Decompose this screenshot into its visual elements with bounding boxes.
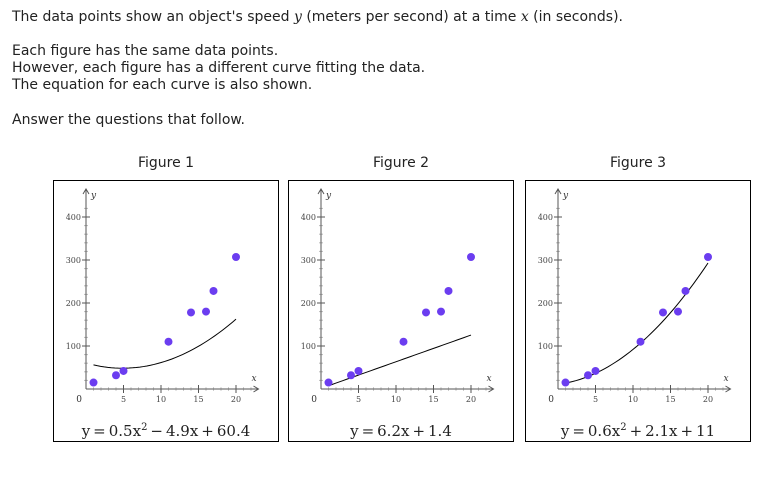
- data-point: [636, 337, 645, 346]
- data-point: [202, 307, 210, 316]
- y-tick-label: 200: [538, 299, 553, 308]
- data-point: [681, 286, 690, 295]
- data-point: [112, 371, 120, 380]
- y-tick-label: 300: [66, 256, 81, 265]
- origin-label: 0: [76, 395, 82, 405]
- data-point: [119, 366, 128, 375]
- figure-2-panel: x y 0 100 200 300 400 5 10 15 20 y = 6.2x + 1.4: [288, 180, 514, 442]
- figure-2-chart: x y 0 100 200 300 400 5 10 15 20: [301, 188, 495, 405]
- figure-3-equation: y = 0.6x2 + 2.1x + 11: [560, 422, 716, 440]
- y-tick-label: 400: [538, 213, 553, 222]
- figure-1-panel: x y 0 100 200 300 400 5 10 15 20 y = 0.5x2 − 4.9x …: [53, 180, 279, 442]
- var-y: y: [293, 9, 302, 25]
- x-tick-label: 20: [703, 395, 713, 404]
- figure-1-title: Figure 1: [137, 155, 195, 171]
- intro-line-5: Answer the questions that follow.: [12, 112, 246, 128]
- y-axis-arrow: [82, 188, 90, 195]
- y-axis-arrow: [554, 188, 562, 195]
- x-axis-arrow: [253, 385, 260, 393]
- figure-3-title: Figure 3: [609, 155, 667, 171]
- y-axis-label: y: [90, 191, 97, 201]
- data-point: [187, 308, 195, 317]
- data-point: [422, 308, 430, 317]
- x-tick-label: 15: [428, 395, 438, 404]
- data-point: [399, 337, 408, 346]
- data-point: [164, 337, 173, 346]
- figure-3-panel: x y 0 100 200 300 400 5 10 15 20 y = 0.6x2 + 2.1x …: [525, 180, 751, 442]
- data-point: [444, 286, 453, 295]
- fit-curve: [93, 318, 237, 369]
- data-point: [467, 252, 475, 261]
- data-point: [674, 307, 682, 316]
- intro-line-2: Each figure has the same data points.: [12, 43, 279, 59]
- x-axis-label: x: [724, 374, 729, 384]
- y-axis-label: y: [562, 191, 569, 201]
- y-axis-arrow: [317, 188, 325, 195]
- data-point: [584, 371, 592, 380]
- data-point: [561, 378, 570, 387]
- x-tick-label: 5: [121, 395, 126, 404]
- x-axis-label: x: [487, 374, 492, 384]
- x-tick-label: 10: [391, 395, 401, 404]
- problem-intro: The data points show an object's speed y…: [12, 9, 772, 129]
- y-tick-label: 200: [66, 299, 81, 308]
- y-axis-label: y: [325, 191, 332, 201]
- y-tick-label: 100: [538, 342, 553, 351]
- x-tick-label: 10: [156, 395, 166, 404]
- y-tick-label: 400: [66, 213, 81, 222]
- data-point: [437, 307, 445, 316]
- x-tick-label: 5: [593, 395, 598, 404]
- x-tick-label: 5: [356, 395, 361, 404]
- data-point: [354, 366, 363, 375]
- x-tick-label: 20: [231, 395, 241, 404]
- figure-2-equation: y = 6.2x + 1.4: [350, 422, 452, 440]
- y-tick-label: 300: [301, 256, 316, 265]
- data-point: [347, 371, 355, 380]
- figure-2-title: Figure 2: [372, 155, 430, 171]
- y-tick-label: 300: [538, 256, 553, 265]
- data-point: [659, 308, 667, 317]
- data-point: [232, 252, 240, 261]
- intro-line-3: However, each figure has a different cur…: [12, 60, 426, 76]
- y-tick-label: 100: [301, 342, 316, 351]
- data-point: [591, 366, 600, 375]
- figure-3-chart: x y 0 100 200 300 400 5 10 15 20: [538, 188, 732, 405]
- figure-1-chart: x y 0 100 200 300 400 5 10 15 20: [66, 188, 260, 405]
- x-tick-label: 10: [628, 395, 638, 404]
- data-point: [704, 252, 712, 261]
- y-tick-label: 100: [66, 342, 81, 351]
- data-point: [89, 378, 98, 387]
- x-tick-label: 20: [466, 395, 476, 404]
- x-axis-label: x: [252, 374, 257, 384]
- x-tick-label: 15: [665, 395, 675, 404]
- data-point: [209, 286, 218, 295]
- fit-curve: [565, 262, 709, 384]
- intro-line-4: The equation for each curve is also show…: [12, 77, 313, 93]
- x-axis-arrow: [488, 385, 495, 393]
- y-tick-label: 200: [301, 299, 316, 308]
- figure-1-equation: y = 0.5x2 − 4.9x + 60.4: [81, 422, 251, 440]
- origin-label: 0: [311, 395, 317, 405]
- intro-line-1: The data points show an object's speed y…: [12, 9, 623, 25]
- data-point: [324, 378, 333, 387]
- y-tick-label: 400: [301, 213, 316, 222]
- x-axis-arrow: [725, 385, 732, 393]
- var-x: x: [520, 9, 529, 25]
- origin-label: 0: [548, 395, 554, 405]
- x-tick-label: 15: [193, 395, 203, 404]
